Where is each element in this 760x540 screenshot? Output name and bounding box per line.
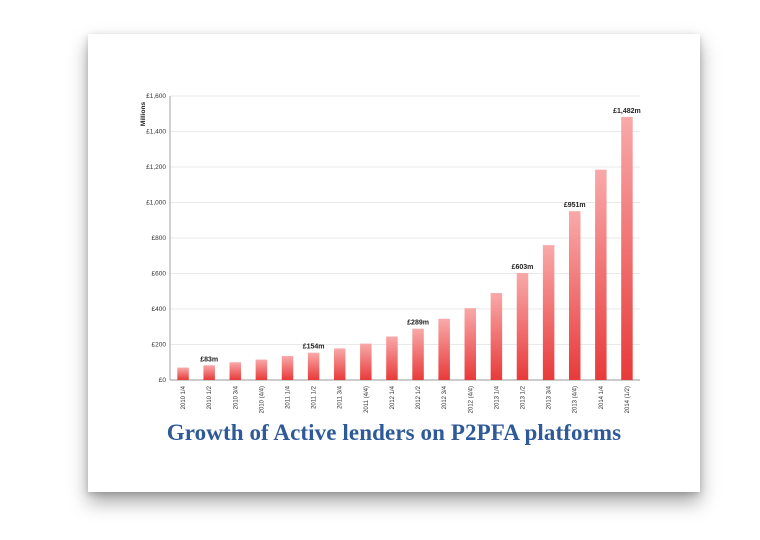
bar: [203, 365, 215, 380]
x-tick-label: 2013 1/4: [494, 385, 500, 409]
bar: [438, 318, 450, 380]
bar: [333, 348, 346, 380]
bar: [281, 356, 294, 380]
x-tick-label: 2010 1/4: [181, 385, 187, 409]
bars: [177, 116, 633, 380]
data-label: £951m: [564, 202, 586, 209]
bar: [595, 169, 607, 380]
x-tick-label: 2014 1/4: [599, 385, 605, 409]
y-tick-label: £0: [159, 377, 167, 384]
bar-chart: £0 £200 £400 £600 £800 £1,000 £1,200 £1,400 £1,6…: [140, 93, 641, 413]
chart-card: £0 £200 £400 £600 £800 £1,000 £1,200 £1,400 £1,6…: [88, 34, 700, 492]
x-tick-label: 2013 (4/4): [573, 386, 579, 413]
bar: [255, 359, 268, 380]
y-axis-ticks: £0 £200 £400 £600 £800 £1,000 £1,200 £1,400 £1,6…: [146, 93, 166, 384]
y-tick-label: £400: [152, 306, 167, 313]
x-tick-label: 2011 1/2: [312, 385, 318, 409]
data-label: £289m: [407, 320, 429, 327]
bar: [360, 343, 372, 380]
x-tick-label: 2010 3/4: [233, 385, 239, 409]
bar: [229, 362, 242, 380]
x-axis-ticks: 2010 1/4 2010 1/2 2010 3/4 2010 (4/4) 2011 1…: [181, 385, 631, 413]
bar: [307, 352, 320, 380]
y-tick-label: £1,400: [146, 129, 166, 136]
data-label: £603m: [512, 264, 534, 271]
x-tick-label: 2012 3/4: [442, 385, 448, 409]
bar: [386, 336, 398, 380]
x-tick-label: 2012 1/2: [416, 385, 422, 409]
x-tick-label: 2010 1/2: [207, 385, 213, 409]
chart-caption: Growth of Active lenders on P2PFA platfo…: [166, 420, 622, 445]
x-tick-label: 2011 3/4: [338, 385, 344, 409]
bar: [516, 272, 529, 380]
data-label: £154m: [303, 344, 325, 351]
bar: [490, 293, 503, 380]
y-tick-label: £1,200: [146, 164, 166, 171]
x-tick-label: 2012 (4/4): [468, 386, 474, 413]
bar: [621, 116, 633, 380]
bar: [412, 328, 424, 380]
y-tick-label: £600: [152, 271, 167, 278]
bar: [177, 367, 189, 380]
y-tick-label: £200: [152, 342, 167, 349]
bar: [464, 308, 477, 380]
x-tick-label: 2011 1/4: [286, 385, 292, 409]
x-tick-label: 2010 (4/4): [259, 386, 265, 413]
x-tick-label: 2013 3/4: [547, 385, 553, 409]
x-tick-label: 2013 1/2: [521, 385, 527, 409]
x-tick-label: 2014 (1/2): [625, 386, 631, 413]
data-label: £1,482m: [613, 108, 641, 115]
y-tick-label: £1,000: [146, 200, 166, 207]
x-tick-label: 2012 1/4: [390, 385, 396, 409]
x-tick-label: 2011 (4/4): [364, 386, 370, 413]
bar: [542, 245, 555, 380]
bar: [568, 211, 581, 380]
data-labels: £83m £154m £289m £603m £951m £1,482m: [200, 108, 641, 363]
y-tick-label: £800: [152, 235, 167, 242]
y-axis-label: Millions: [140, 102, 147, 127]
y-tick-label: £1,600: [146, 93, 166, 100]
gridlines: [169, 95, 640, 381]
data-label: £83m: [200, 356, 218, 363]
